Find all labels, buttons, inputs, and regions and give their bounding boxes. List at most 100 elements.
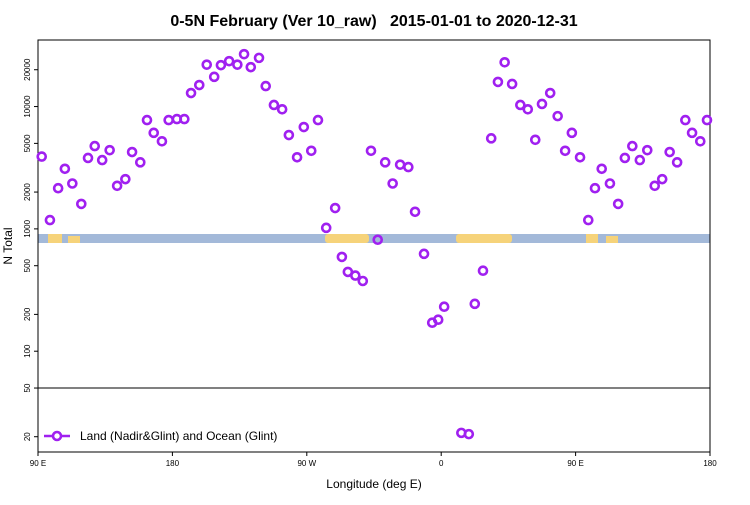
point <box>671 157 683 168</box>
point <box>604 178 616 189</box>
point <box>596 163 608 175</box>
point <box>245 61 257 73</box>
point <box>432 314 444 325</box>
y-tick-label: 200 <box>23 307 32 321</box>
point <box>582 214 594 226</box>
point <box>44 214 56 226</box>
point <box>566 127 578 139</box>
y-tick-label: 2000 <box>23 183 32 201</box>
point <box>67 178 78 189</box>
land-patch <box>606 236 618 243</box>
y-tick-label: 50 <box>23 383 32 392</box>
point <box>238 48 250 60</box>
point <box>134 157 146 168</box>
y-tick-label: 10000 <box>23 95 32 118</box>
point <box>350 270 361 281</box>
point <box>574 151 586 163</box>
y-tick-label: 20 <box>23 432 32 441</box>
point <box>506 78 518 90</box>
land-patch <box>586 234 598 243</box>
point <box>156 135 168 147</box>
point <box>379 157 391 168</box>
point <box>522 103 534 115</box>
point <box>179 113 190 125</box>
point <box>320 222 332 234</box>
point <box>664 146 675 158</box>
y-tick-label: 500 <box>23 258 32 272</box>
point <box>76 198 87 210</box>
series <box>36 48 713 440</box>
point <box>148 127 160 139</box>
y-tick-label: 5000 <box>23 134 32 152</box>
point <box>544 87 556 99</box>
x-tick-label: 180 <box>166 459 180 468</box>
legend-marker <box>51 430 63 442</box>
point <box>515 99 526 111</box>
point <box>438 301 450 313</box>
chart-title: 0-5N February (Ver 10_raw) 2015-01-01 to… <box>170 13 577 30</box>
point <box>141 114 153 126</box>
point <box>232 59 243 70</box>
point <box>336 251 348 263</box>
land-patch <box>68 236 80 243</box>
plot-frame <box>37 39 711 453</box>
point <box>701 114 713 126</box>
point <box>649 180 661 192</box>
x-tick-label: 0 <box>439 459 444 468</box>
point <box>477 265 489 277</box>
point <box>268 99 280 111</box>
point <box>329 202 341 214</box>
point <box>627 140 638 152</box>
y-tick-label: 1000 <box>23 219 32 237</box>
point <box>536 98 548 110</box>
point <box>120 173 131 185</box>
point <box>634 154 646 166</box>
point <box>372 234 384 246</box>
point <box>680 114 691 126</box>
point <box>312 114 324 126</box>
y-axis-label: N Total <box>1 227 15 264</box>
point <box>291 151 303 163</box>
point <box>463 428 475 440</box>
point <box>694 135 706 147</box>
point <box>126 146 138 158</box>
point <box>298 121 310 133</box>
point <box>52 182 64 194</box>
point <box>201 59 213 70</box>
point <box>89 140 101 152</box>
land-patch <box>325 234 369 243</box>
point <box>215 59 227 71</box>
x-tick-label: 90 E <box>30 459 46 468</box>
y-tick-label: 20000 <box>23 58 32 81</box>
point <box>111 180 123 192</box>
point <box>36 151 48 162</box>
point <box>387 178 398 189</box>
point <box>193 79 205 91</box>
point <box>208 71 220 83</box>
point <box>589 182 601 194</box>
point <box>365 145 377 157</box>
point <box>260 80 272 92</box>
point <box>283 129 295 141</box>
point <box>253 52 265 64</box>
point <box>619 152 631 164</box>
point <box>357 275 369 287</box>
point <box>403 161 414 173</box>
point <box>612 198 624 210</box>
point <box>104 144 115 156</box>
point <box>305 145 317 157</box>
x-tick-label: 90 E <box>567 459 583 468</box>
land-patch <box>48 234 62 243</box>
point <box>163 114 174 126</box>
point <box>96 154 108 166</box>
point <box>529 134 541 146</box>
point <box>469 298 481 310</box>
point <box>559 145 571 157</box>
x-tick-label: 90 W <box>297 459 316 468</box>
point <box>276 103 288 115</box>
point <box>223 55 235 67</box>
land-patch <box>456 234 512 243</box>
legend-label: Land (Nadir&Glint) and Ocean (Glint) <box>80 429 277 443</box>
